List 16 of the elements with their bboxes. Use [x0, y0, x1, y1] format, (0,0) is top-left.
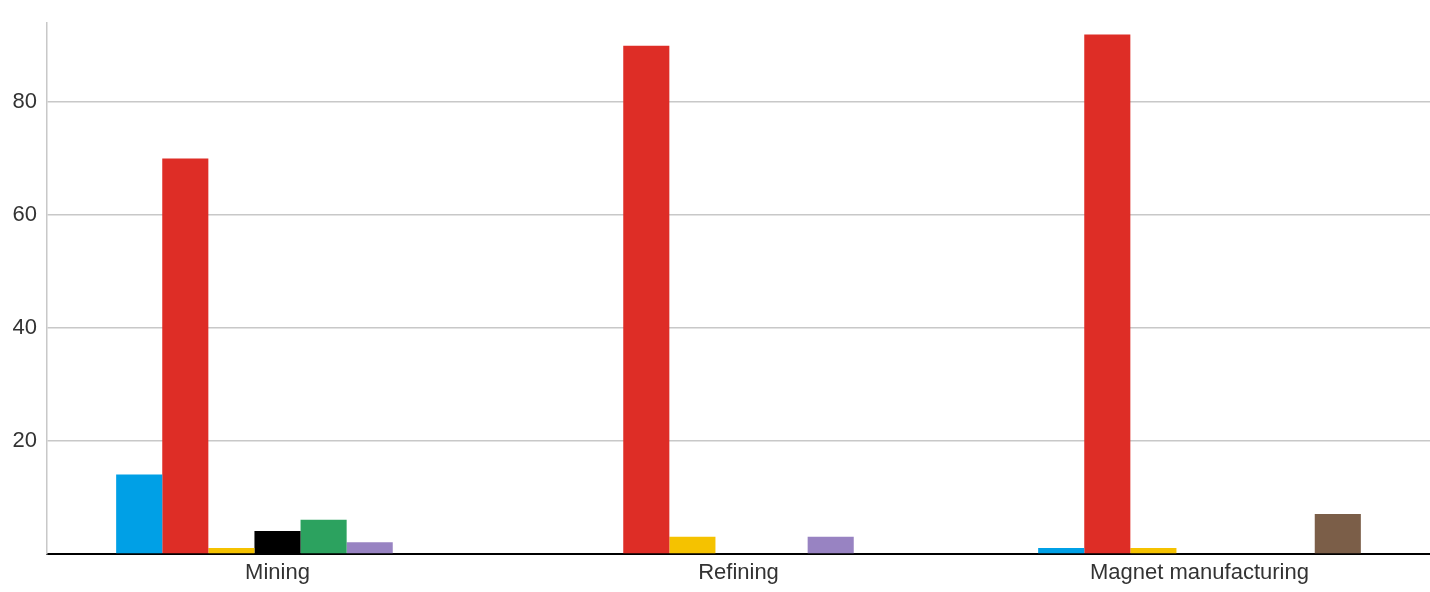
y-tick-label: 80 — [12, 88, 37, 114]
y-tick-label: 20 — [12, 426, 37, 452]
bar — [1314, 514, 1361, 554]
bar — [1084, 34, 1131, 554]
bar — [116, 474, 163, 554]
bar — [807, 536, 854, 554]
x-tick-label: Mining — [245, 558, 310, 584]
x-tick-label: Refining — [698, 558, 779, 584]
y-tick-label: 60 — [12, 201, 37, 227]
bar — [623, 45, 670, 554]
bar — [669, 536, 716, 554]
bar — [346, 542, 393, 554]
bar — [300, 519, 347, 554]
x-tick-label: Magnet manufacturing — [1090, 558, 1309, 584]
y-tick-label: 40 — [12, 313, 37, 339]
bar — [162, 158, 209, 554]
